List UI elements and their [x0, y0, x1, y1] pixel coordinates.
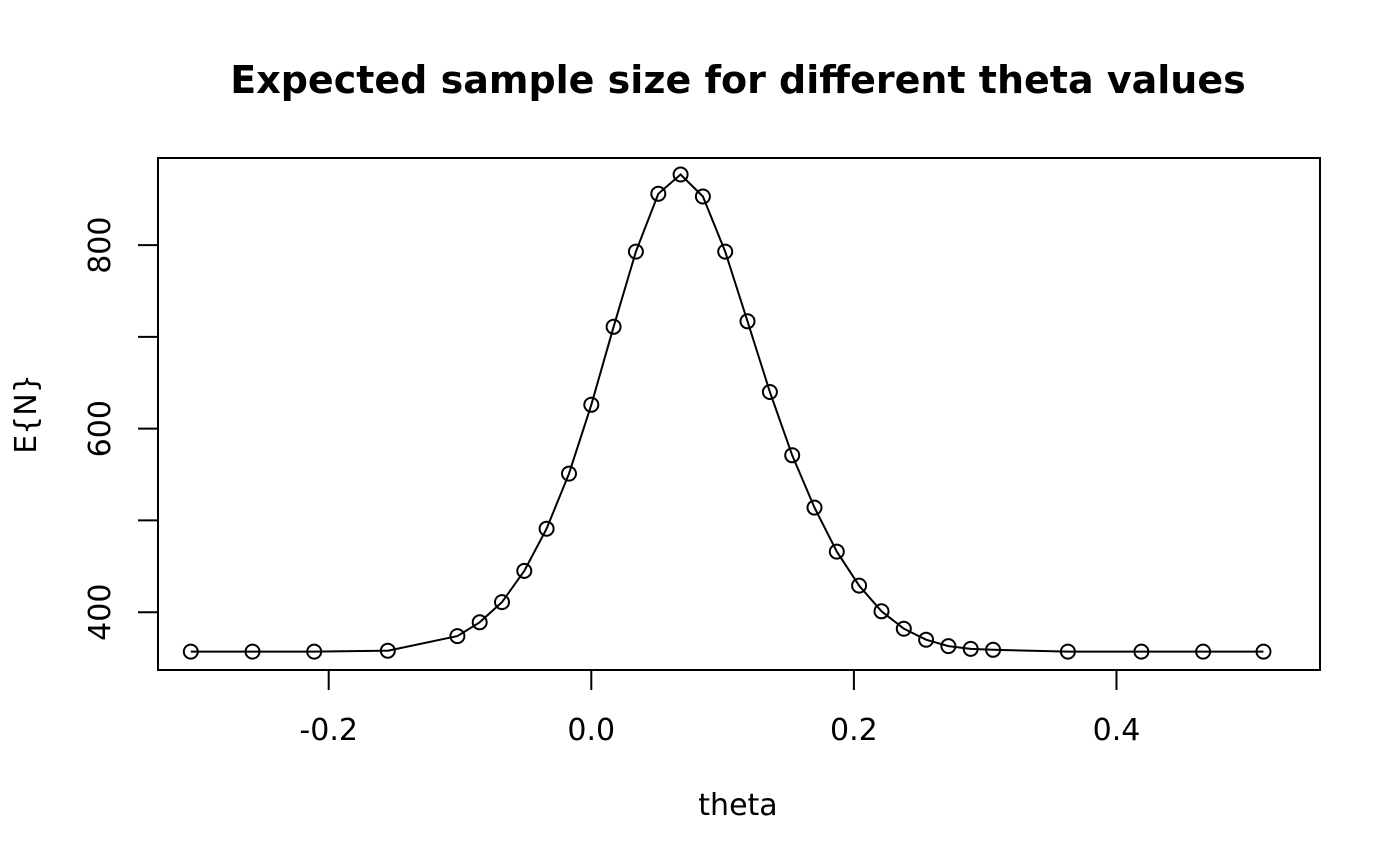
chart-title: Expected sample size for different theta…	[230, 58, 1245, 102]
data-point	[985, 641, 1002, 658]
y-axis-label: E{N}	[9, 374, 44, 454]
x-axis-label: theta	[698, 788, 777, 823]
data-point	[851, 577, 868, 594]
data-point	[379, 642, 396, 659]
data-point	[694, 188, 711, 205]
plot-frame	[157, 157, 1321, 671]
data-point	[494, 594, 510, 611]
x-tick-label: 0.4	[1093, 713, 1141, 748]
series-group	[182, 166, 1272, 660]
data-point	[828, 543, 845, 560]
data-point	[918, 631, 935, 648]
data-point	[538, 520, 555, 537]
data-point	[940, 638, 957, 655]
data-point	[895, 620, 912, 637]
y-tick-label: 600	[83, 400, 118, 457]
data-point	[1059, 643, 1076, 660]
data-point	[1255, 643, 1272, 660]
x-tick-label: -0.2	[299, 713, 358, 748]
data-point	[244, 643, 261, 660]
data-point	[761, 384, 778, 400]
x-axis: -0.2 0.0 0.2 0.4	[299, 669, 1141, 748]
y-tick-label: 800	[83, 217, 118, 274]
data-point	[516, 562, 533, 579]
data-point	[561, 465, 577, 482]
data-point	[739, 313, 756, 330]
data-point	[583, 396, 600, 413]
data-point	[1195, 643, 1212, 660]
data-point	[672, 166, 689, 183]
data-point	[627, 243, 644, 260]
data-point	[806, 499, 823, 516]
data-point	[650, 185, 667, 202]
series-line	[190, 173, 1264, 653]
data-point	[717, 243, 734, 260]
data-point	[605, 318, 622, 335]
data-point	[873, 603, 890, 620]
data-point	[182, 643, 199, 660]
data-point	[471, 614, 488, 631]
data-point	[962, 640, 979, 657]
data-point	[784, 447, 801, 464]
data-point	[449, 628, 466, 645]
x-tick-label: 0.0	[567, 713, 615, 748]
y-tick-label: 400	[83, 584, 118, 641]
x-tick-label: 0.2	[830, 713, 878, 748]
data-point	[1133, 643, 1150, 660]
y-axis: 400 600 800	[83, 217, 159, 641]
data-point	[306, 643, 323, 660]
